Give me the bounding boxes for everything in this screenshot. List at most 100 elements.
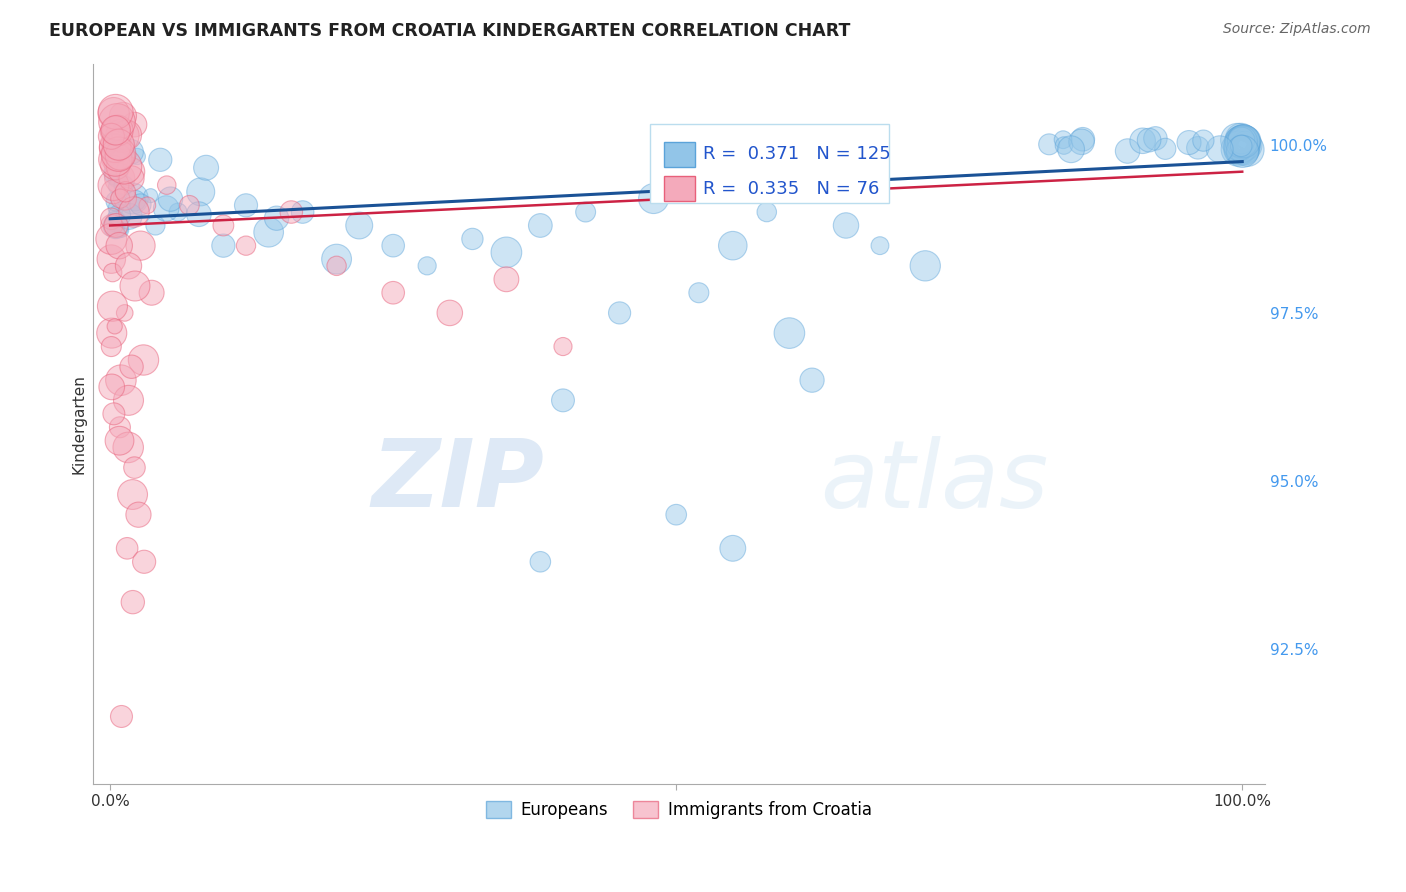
- Point: [103, 407, 125, 421]
- Point: [382, 285, 405, 300]
- Point: [347, 219, 370, 233]
- Point: [609, 306, 631, 320]
- Point: [688, 285, 710, 300]
- Point: [117, 441, 139, 455]
- Point: [108, 145, 131, 159]
- Point: [1230, 132, 1253, 146]
- Point: [108, 434, 131, 448]
- Point: [107, 147, 129, 161]
- Point: [120, 164, 142, 178]
- Point: [117, 259, 139, 273]
- Point: [104, 219, 127, 233]
- Point: [104, 139, 127, 153]
- Point: [114, 145, 136, 160]
- Point: [1229, 141, 1251, 155]
- Point: [1132, 134, 1154, 148]
- Point: [1053, 138, 1076, 153]
- Point: [1236, 138, 1258, 153]
- Point: [1227, 138, 1250, 153]
- Point: [1233, 141, 1256, 155]
- Point: [118, 210, 141, 224]
- Point: [529, 555, 551, 569]
- Point: [104, 158, 127, 172]
- Point: [1230, 132, 1253, 146]
- Point: [382, 238, 405, 252]
- Point: [1234, 143, 1257, 157]
- Point: [1230, 133, 1253, 147]
- Point: [439, 306, 461, 320]
- Point: [1234, 131, 1257, 145]
- Point: [1052, 133, 1074, 147]
- Point: [104, 166, 127, 180]
- Point: [121, 487, 143, 501]
- Point: [325, 259, 347, 273]
- Point: [1154, 142, 1177, 156]
- Point: [1236, 134, 1258, 148]
- Point: [187, 207, 209, 221]
- Point: [104, 201, 127, 215]
- Point: [104, 123, 127, 137]
- Point: [134, 555, 156, 569]
- Point: [104, 149, 127, 163]
- Point: [266, 211, 288, 226]
- Point: [167, 205, 190, 219]
- Point: [1232, 145, 1254, 159]
- Point: [108, 238, 131, 252]
- Point: [1230, 134, 1253, 148]
- Point: [1232, 139, 1254, 153]
- Point: [1230, 135, 1253, 149]
- Point: [1236, 143, 1258, 157]
- Point: [100, 219, 122, 233]
- Point: [325, 252, 347, 266]
- Text: R =  0.371   N = 125: R = 0.371 N = 125: [703, 145, 891, 163]
- Point: [551, 340, 574, 354]
- Point: [1233, 134, 1256, 148]
- Point: [111, 128, 134, 143]
- Point: [235, 238, 257, 252]
- Point: [1229, 134, 1251, 148]
- Point: [114, 192, 136, 206]
- Point: [1232, 133, 1254, 147]
- Point: [1233, 136, 1256, 151]
- Point: [155, 202, 177, 216]
- Point: [110, 373, 132, 387]
- Point: [1229, 138, 1251, 153]
- Point: [1227, 137, 1250, 152]
- Point: [575, 205, 598, 219]
- Point: [1229, 143, 1251, 157]
- Point: [1234, 134, 1257, 148]
- Point: [124, 279, 146, 293]
- Point: [190, 185, 212, 199]
- Point: [107, 123, 129, 137]
- Point: [291, 205, 314, 219]
- Point: [108, 208, 131, 222]
- Point: [1236, 135, 1258, 149]
- Point: [124, 194, 146, 208]
- Point: [1226, 133, 1249, 147]
- Point: [1236, 133, 1258, 147]
- Point: [101, 185, 124, 199]
- Point: [104, 153, 127, 167]
- Point: [156, 178, 179, 193]
- Point: [124, 460, 146, 475]
- Point: [179, 198, 201, 212]
- Point: [114, 306, 136, 320]
- Point: [114, 185, 136, 199]
- Point: [104, 194, 127, 209]
- Point: [1230, 136, 1253, 150]
- Point: [100, 129, 122, 144]
- Point: [1226, 144, 1249, 158]
- Point: [778, 326, 800, 340]
- Point: [149, 153, 172, 167]
- Point: [1234, 138, 1257, 153]
- Point: [127, 149, 149, 163]
- Point: [257, 225, 280, 239]
- Point: [1233, 144, 1256, 158]
- Point: [1233, 134, 1256, 148]
- Point: [129, 238, 152, 252]
- Point: [139, 188, 162, 202]
- Point: [121, 359, 143, 374]
- Point: [100, 124, 122, 138]
- Point: [1229, 144, 1251, 158]
- Point: [104, 219, 127, 233]
